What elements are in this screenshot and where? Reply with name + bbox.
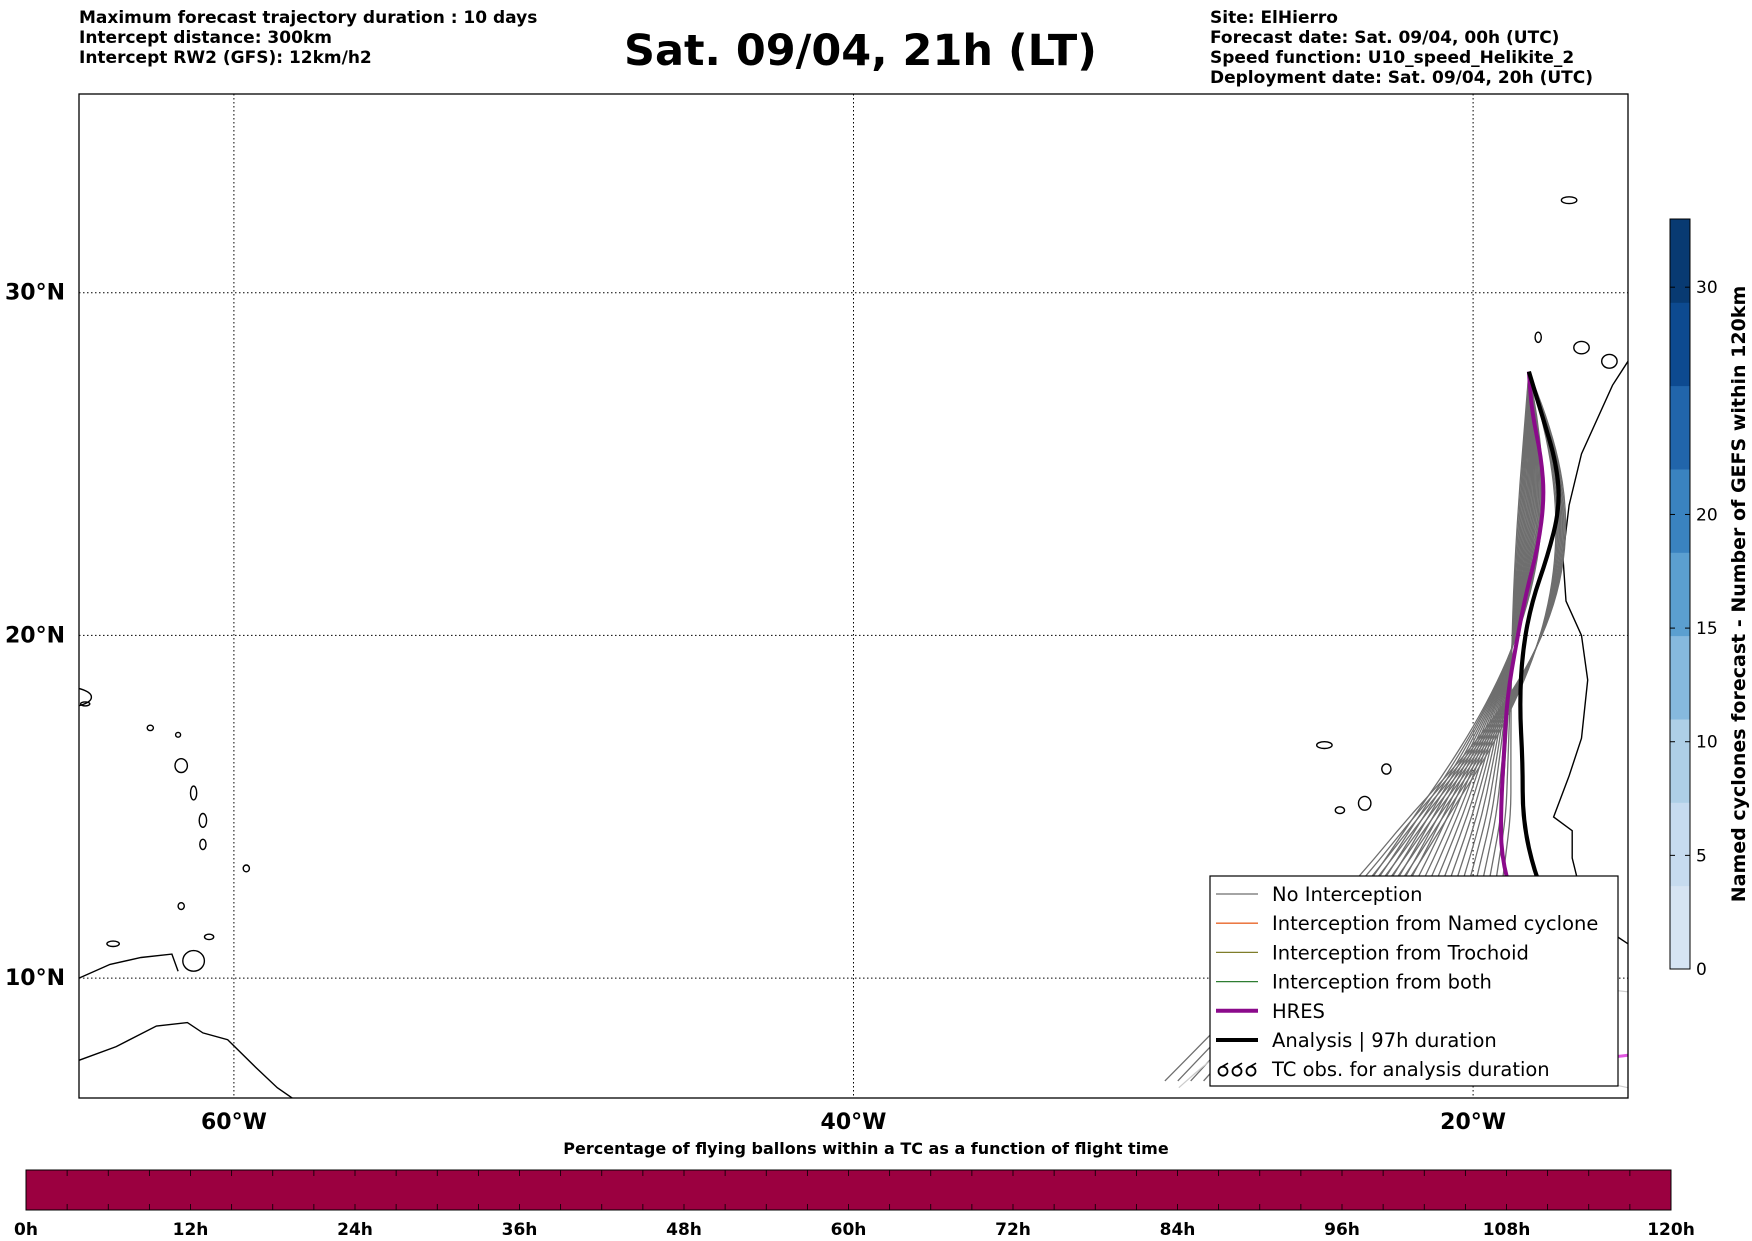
island bbox=[174, 757, 189, 774]
legend-label: Interception from Named cyclone bbox=[1272, 912, 1598, 935]
colorbar-tick-label: 20 bbox=[1696, 505, 1718, 525]
hres-track bbox=[1498, 371, 1546, 948]
colorbar-segment bbox=[1670, 802, 1690, 887]
lon-label: 60°W bbox=[201, 1110, 267, 1135]
map-frame bbox=[78, 93, 1629, 1099]
island bbox=[79, 687, 93, 707]
island bbox=[174, 731, 182, 738]
lon-label: 40°W bbox=[821, 1110, 887, 1135]
island bbox=[1534, 331, 1542, 344]
legend-item: No Interception bbox=[1216, 883, 1423, 906]
colorbar-tick-label: 10 bbox=[1696, 733, 1718, 753]
colorbar-right: 0 5 10 15 20 30 Named cyclones forecast - Num… bbox=[1669, 218, 1750, 980]
legend-label: HRES bbox=[1272, 1000, 1325, 1023]
page-title: Sat. 09/04, 21h (LT) bbox=[624, 26, 1097, 76]
legend-item: Analysis | 97h duration bbox=[1216, 1029, 1497, 1052]
colorbar-right-ticks: 0 5 10 15 20 30 bbox=[1670, 278, 1718, 980]
legend-entries: No Interception Interception from Named c… bbox=[1216, 883, 1598, 1081]
colorbar-bottom-tick-label: 36h bbox=[502, 1220, 538, 1240]
legend-item: Interception from Trochoid bbox=[1216, 941, 1529, 964]
analysis-track bbox=[1518, 370, 1572, 955]
site-text: Site: ElHierro bbox=[1210, 8, 1338, 28]
coastline bbox=[79, 1021, 294, 1098]
map-legend: No Interception Interception from Named c… bbox=[1209, 875, 1619, 1087]
colorbar-tick-label: 30 bbox=[1696, 278, 1718, 298]
colorbar-bottom-tick-label: 12h bbox=[173, 1220, 209, 1240]
legend-label: No Interception bbox=[1272, 883, 1423, 906]
colorbar-bottom-tick-label: 108h bbox=[1483, 1220, 1531, 1240]
tc-obs-symbol-tail bbox=[1221, 1062, 1229, 1068]
colorbar-bottom-tick-label: 60h bbox=[831, 1220, 867, 1240]
colorbar-segment bbox=[1670, 302, 1690, 387]
colorbar-segment bbox=[1670, 385, 1690, 470]
header-left-info: Maximum forecast trajectory duration : 1… bbox=[79, 8, 537, 68]
colorbar-bottom-tick-label: 48h bbox=[666, 1220, 702, 1240]
legend-label: Analysis | 97h duration bbox=[1272, 1029, 1497, 1052]
header-right-info: Site: ElHierro Forecast date: Sat. 09/04… bbox=[1210, 8, 1593, 88]
coastline bbox=[79, 953, 179, 979]
lon-label: 20°W bbox=[1440, 1110, 1506, 1135]
deployment-date-text: Deployment date: Sat. 09/04, 20h (UTC) bbox=[1210, 68, 1594, 88]
speed-function-text: Speed function: U10_speed_Helikite_2 bbox=[1210, 48, 1575, 68]
colorbar-segment bbox=[1670, 552, 1690, 637]
tc-obs-symbol-tail bbox=[1249, 1062, 1257, 1068]
island bbox=[1334, 806, 1346, 815]
island bbox=[242, 864, 251, 873]
island bbox=[198, 812, 208, 829]
legend-label: Interception from both bbox=[1272, 971, 1492, 994]
colorbar-tick-label: 15 bbox=[1696, 619, 1718, 639]
island bbox=[1560, 196, 1578, 205]
island bbox=[79, 701, 91, 707]
legend-item: Interception from Named cyclone bbox=[1216, 912, 1598, 935]
island bbox=[203, 933, 215, 941]
colorbar-bottom-tick-label: 96h bbox=[1324, 1220, 1360, 1240]
island bbox=[177, 901, 185, 911]
colorbar-bottom-tick-label: 0h bbox=[14, 1220, 38, 1240]
colorbar-tick-label: 0 bbox=[1696, 960, 1707, 980]
colorbar-tick-label: 5 bbox=[1696, 846, 1707, 866]
lat-label: 10°N bbox=[5, 966, 65, 991]
colorbar-bottom-ticks: 0h 12h 24h 36h 48h 60h 72h 84h 96h 108h 120h bbox=[14, 1170, 1695, 1240]
colorbar-bottom-label: Percentage of flying ballons within a TC… bbox=[563, 1139, 1169, 1158]
lat-label: 20°N bbox=[5, 623, 65, 648]
colorbar-segment bbox=[1670, 719, 1690, 803]
map-axis-labels: 30°N 20°N 10°N 60°W 40°W 20°W bbox=[5, 281, 1506, 1135]
island bbox=[199, 838, 207, 851]
colorbar-segment bbox=[1670, 885, 1690, 970]
island bbox=[106, 940, 121, 948]
legend-item: Interception from both bbox=[1216, 971, 1492, 994]
island bbox=[182, 949, 206, 972]
island bbox=[1573, 340, 1590, 355]
colorbar-bottom-tick-label: 120h bbox=[1647, 1220, 1695, 1240]
legend-label: TC obs. for analysis duration bbox=[1271, 1058, 1550, 1081]
max-duration-text: Maximum forecast trajectory duration : 1… bbox=[79, 8, 538, 28]
colorbar-bottom-tick-label: 24h bbox=[337, 1220, 373, 1240]
colorbar-segment bbox=[1670, 469, 1690, 553]
colorbar-right-label: Named cyclones forecast - Number of GEFS… bbox=[1728, 286, 1750, 903]
legend-label: Interception from Trochoid bbox=[1272, 941, 1529, 964]
island bbox=[146, 724, 155, 732]
legend-item: HRES bbox=[1216, 1000, 1325, 1023]
tc-obs-symbol-tail bbox=[1235, 1062, 1243, 1068]
colorbar-right-segments bbox=[1670, 219, 1690, 970]
island bbox=[1381, 763, 1392, 775]
intercept-distance-text: Intercept distance: 300km bbox=[79, 28, 332, 48]
lat-label: 30°N bbox=[5, 281, 65, 306]
island bbox=[1601, 353, 1618, 369]
colorbar-bottom: Percentage of flying ballons within a TC… bbox=[14, 1139, 1695, 1240]
island bbox=[1357, 795, 1372, 811]
colorbar-right-frame bbox=[1669, 218, 1691, 970]
legend-box bbox=[1209, 875, 1619, 1087]
forecast-date-text: Forecast date: Sat. 09/04, 00h (UTC) bbox=[1210, 28, 1560, 48]
intercept-rw2-text: Intercept RW2 (GFS): 12km/h2 bbox=[79, 48, 372, 68]
colorbar-segment bbox=[1670, 219, 1690, 303]
colorbar-segment bbox=[1670, 635, 1690, 720]
island bbox=[1316, 740, 1333, 750]
island bbox=[189, 785, 198, 801]
colorbar-bottom-tick-label: 72h bbox=[995, 1220, 1031, 1240]
colorbar-bottom-tick-label: 84h bbox=[1160, 1220, 1196, 1240]
legend-item: TC obs. for analysis duration bbox=[1217, 1058, 1550, 1081]
